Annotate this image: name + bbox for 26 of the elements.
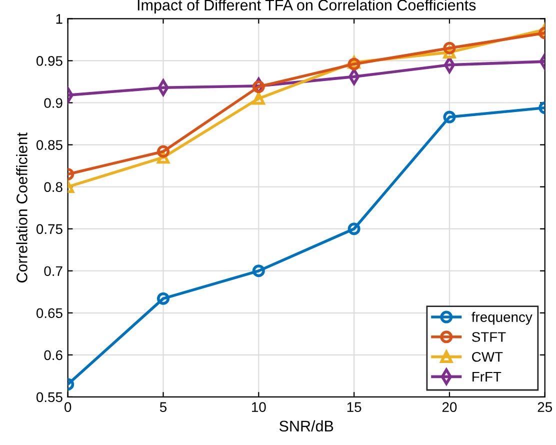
x-tick-label: 15 [347, 402, 362, 412]
x-tick-label: 10 [252, 402, 266, 412]
x-tick-label: 5 [160, 402, 167, 412]
legend-label: STFT [472, 332, 506, 342]
x-tick-label: 20 [442, 402, 457, 412]
y-tick-label: 0.55 [36, 392, 62, 402]
y-tick-label: 0.85 [36, 140, 62, 150]
y-tick-label: 0.75 [36, 224, 62, 234]
y-axis-title: Correlation Coefficient [16, 132, 28, 282]
y-tick-label: 0.9 [44, 98, 62, 108]
x-tick-label: 0 [64, 402, 72, 412]
legend-label: FrFT [472, 372, 502, 382]
y-tick-label: 0.6 [44, 350, 62, 360]
point [348, 222, 360, 236]
point [252, 80, 265, 94]
point [252, 264, 265, 278]
legend-label: CWT [472, 352, 503, 362]
y-tick-label: 0.8 [44, 182, 62, 192]
legend-label: frequency [472, 312, 532, 325]
point [252, 92, 265, 105]
x-tick-label: 25 [538, 402, 552, 412]
x-axis-title: SNR/dB [279, 420, 334, 432]
y-tick-label: 1 [56, 14, 62, 24]
y-tick-label: 0.95 [36, 56, 62, 66]
y-tick-label: 0.7 [44, 266, 62, 276]
y-tick-label: 0.65 [36, 308, 62, 318]
